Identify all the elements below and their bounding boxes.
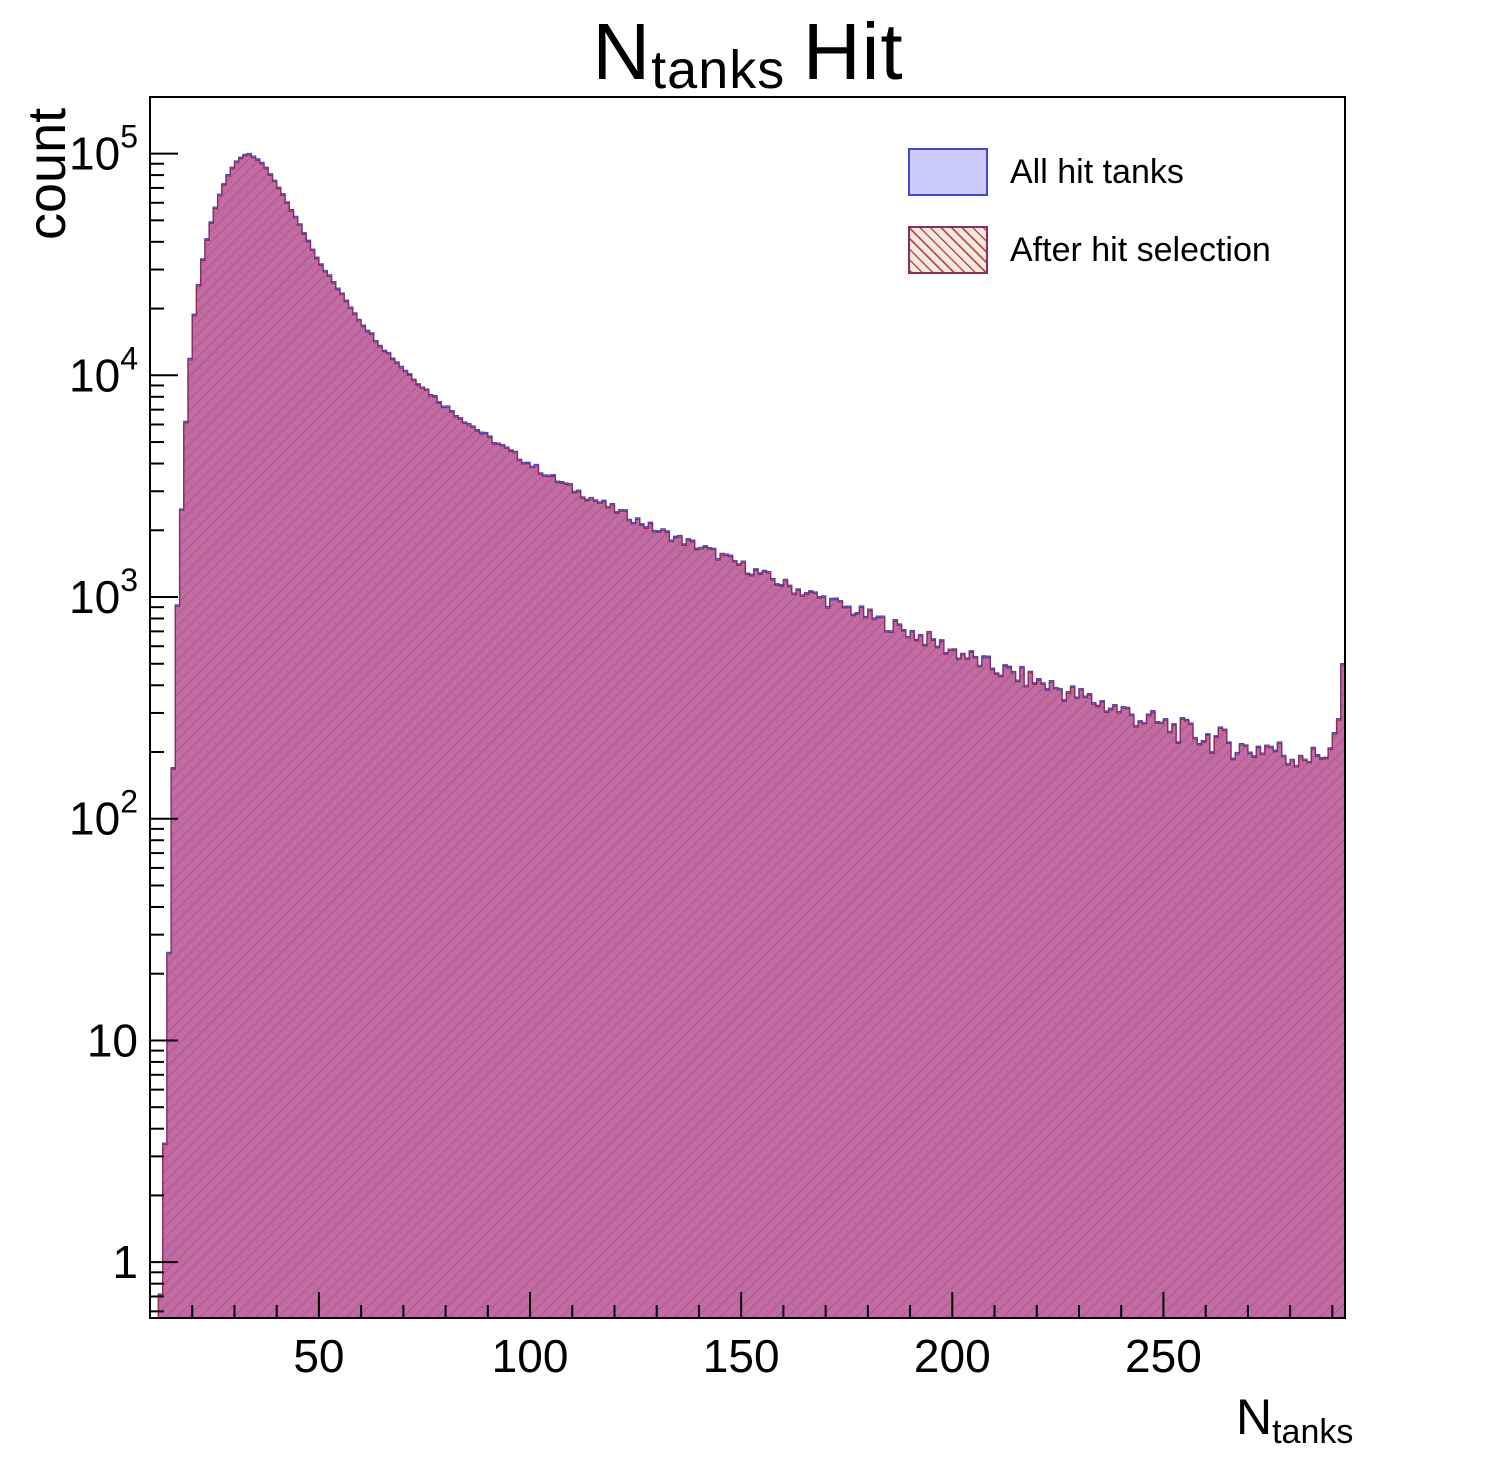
- chart-title-rest: Hit: [802, 7, 904, 96]
- legend: All hit tanks After hit selection: [908, 148, 1271, 274]
- legend-swatch-after-hit-selection: [908, 226, 988, 274]
- y-tick-label: 105: [69, 119, 138, 180]
- plot-frame: [149, 96, 1346, 1319]
- x-axis-title-main: N: [1236, 1389, 1273, 1445]
- y-tick-label: 103: [69, 562, 138, 623]
- y-axis-title: count: [17, 107, 77, 240]
- x-axis-title-subscript: tanks: [1272, 1412, 1354, 1451]
- legend-swatch-all-hit-tanks: [908, 148, 988, 196]
- axis-ticks: [150, 152, 1334, 1318]
- chart-title: Ntanks Hit: [0, 6, 1496, 100]
- x-tick-label: 200: [914, 1330, 991, 1382]
- y-tick-label: 1: [112, 1236, 138, 1288]
- axis-tick-labels: 50 100 150 200 250 1 10 102 103 104 105: [69, 119, 1202, 1382]
- legend-entry-all-hit-tanks: All hit tanks: [908, 148, 1271, 196]
- x-tick-label: 50: [293, 1330, 344, 1382]
- legend-entry-after-hit-selection: After hit selection: [908, 226, 1271, 274]
- x-axis-title: Ntanks: [1236, 1388, 1353, 1451]
- legend-label-after-hit-selection: After hit selection: [1010, 230, 1271, 269]
- x-tick-label: 100: [492, 1330, 569, 1382]
- histogram-after-hit-selection-hatch: [158, 154, 1345, 1318]
- x-tick-label: 150: [703, 1330, 780, 1382]
- legend-label-all-hit-tanks: All hit tanks: [1010, 152, 1184, 191]
- y-tick-label: 102: [69, 784, 138, 845]
- y-tick-label: 10: [87, 1014, 138, 1066]
- y-tick-label: 104: [69, 340, 138, 401]
- x-tick-label: 250: [1125, 1330, 1202, 1382]
- chart-title-main: N: [592, 7, 652, 96]
- chart-title-subscript: tanks: [651, 39, 786, 100]
